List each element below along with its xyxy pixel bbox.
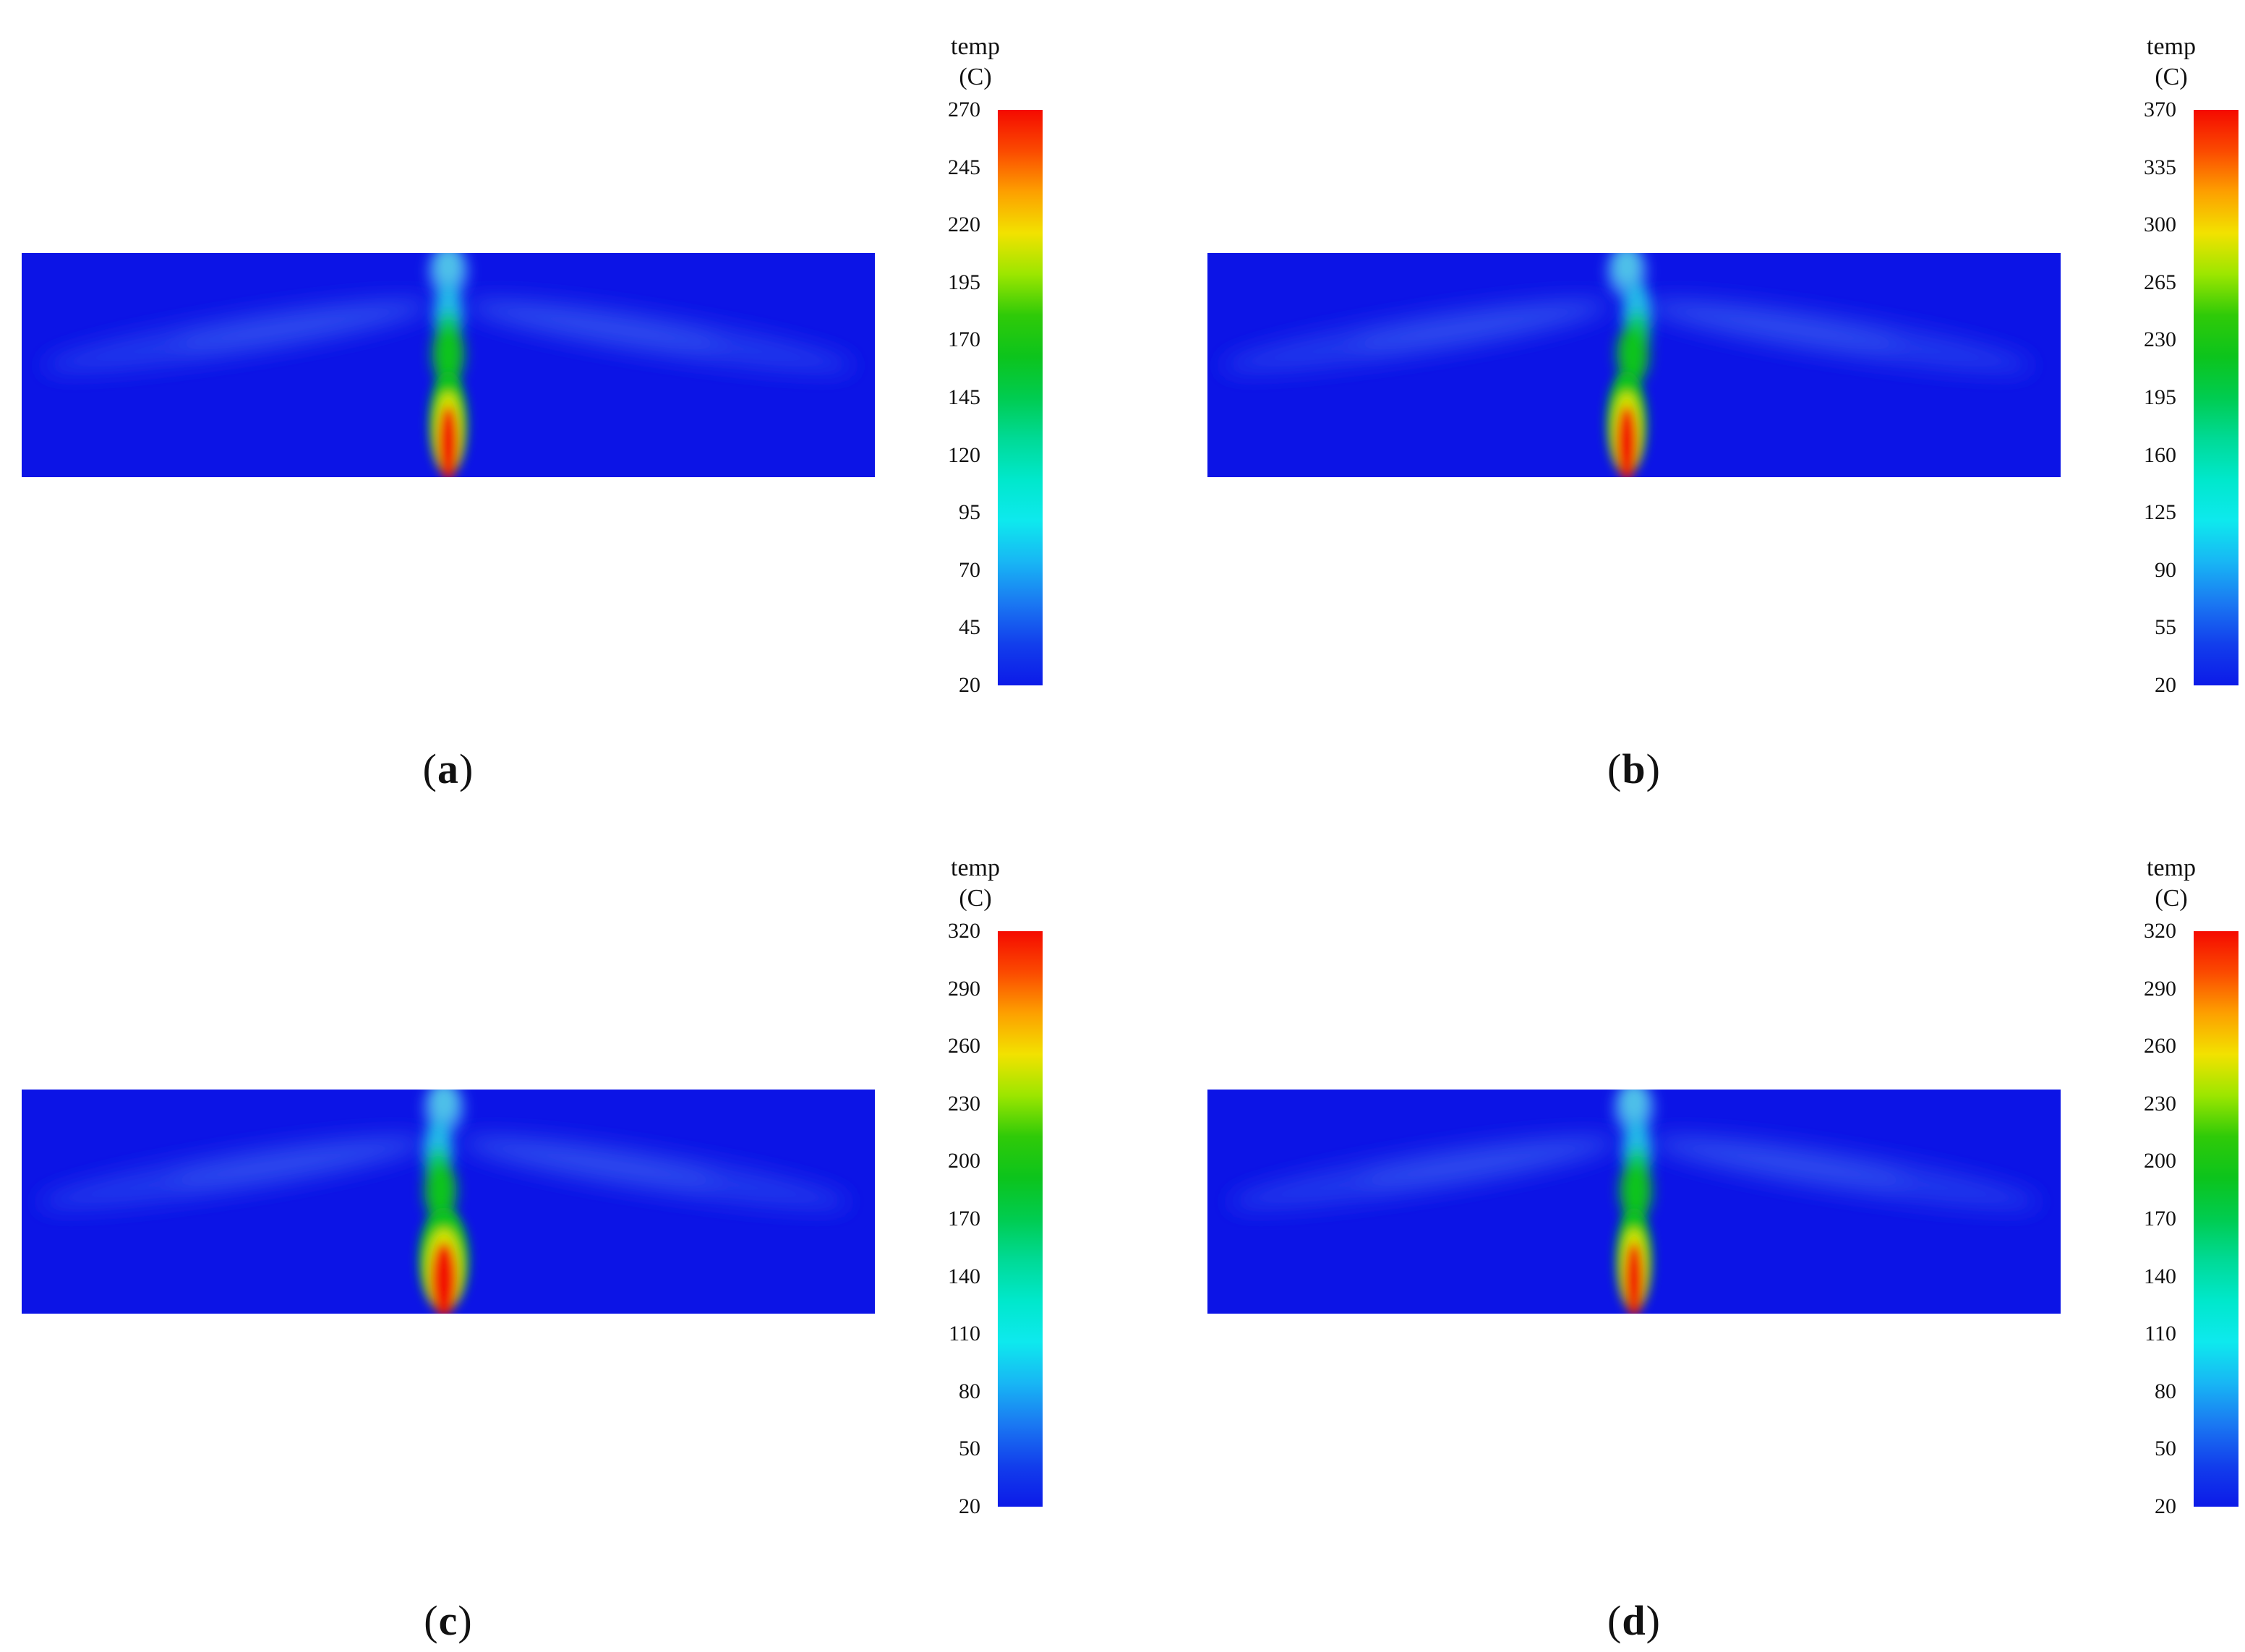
colorbar-tick: 200 bbox=[2144, 1149, 2176, 1173]
paren-close: ) bbox=[1646, 1597, 1661, 1644]
colorbar-tick: 55 bbox=[2155, 615, 2176, 640]
colorbar-tick: 245 bbox=[948, 155, 980, 179]
colorbar-tick: 290 bbox=[948, 976, 980, 1001]
panel-label-a: (a) bbox=[22, 745, 875, 793]
colorbar-tick: 20 bbox=[2155, 1494, 2176, 1518]
colorbar-tick: 300 bbox=[2144, 213, 2176, 237]
panel-b: temp (C) 370 335 300 265 230 195 160 125 90 55 20 … bbox=[1122, 0, 2245, 826]
heatmap-c bbox=[22, 1090, 875, 1314]
colorbar-tick: 160 bbox=[2144, 442, 2176, 467]
colorbar-gradient bbox=[998, 931, 1043, 1507]
colorbar-tick: 270 bbox=[948, 98, 980, 121]
colorbar-gradient bbox=[998, 110, 1043, 685]
colorbar-tick: 20 bbox=[959, 1494, 980, 1518]
colorbar-title-d: temp (C) bbox=[2095, 853, 2245, 914]
colorbar-a: temp (C) 270 245 220 195 170 145 120 95 70 45 20 bbox=[899, 32, 1051, 697]
panel-label-d: (d) bbox=[1207, 1596, 2061, 1645]
colorbar-tick: 80 bbox=[2155, 1379, 2176, 1403]
paren-open: ( bbox=[1607, 745, 1622, 792]
colorbar-tick: 45 bbox=[959, 615, 980, 640]
colorbar-units-text: (C) bbox=[2155, 885, 2188, 912]
colorbar-tick: 170 bbox=[948, 328, 980, 352]
colorbar-tick: 95 bbox=[959, 500, 980, 525]
colorbar-tick: 125 bbox=[2144, 500, 2176, 525]
colorbar-tick: 140 bbox=[948, 1264, 980, 1288]
colorbar-title-text: temp bbox=[2147, 855, 2196, 881]
colorbar-tick: 370 bbox=[2144, 98, 2176, 121]
colorbar-tick: 120 bbox=[948, 442, 980, 467]
panel-label-b: (b) bbox=[1207, 745, 2061, 793]
colorbar-b: temp (C) 370 335 300 265 230 195 160 125 90 55 20 bbox=[2095, 32, 2245, 697]
colorbar-gradient bbox=[2194, 110, 2238, 685]
panel-letter: d bbox=[1622, 1597, 1646, 1644]
heatmap-a bbox=[22, 253, 875, 477]
heatmap-d bbox=[1207, 1090, 2061, 1314]
panel-label-c: (c) bbox=[22, 1596, 875, 1645]
colorbar-tick: 195 bbox=[948, 270, 980, 294]
colorbar-tick: 50 bbox=[2155, 1437, 2176, 1461]
colorbar-body-a: 270 245 220 195 170 145 120 95 70 45 20 bbox=[899, 98, 1051, 697]
colorbar-tick: 220 bbox=[948, 213, 980, 237]
colorbar-tick: 170 bbox=[2144, 1207, 2176, 1231]
colorbar-d: temp (C) 320 290 260 230 200 170 140 110 80 50 20 bbox=[2095, 853, 2245, 1518]
colorbar-tick: 110 bbox=[2144, 1322, 2176, 1346]
panel-letter: a bbox=[437, 745, 459, 792]
colorbar-tick: 230 bbox=[2144, 328, 2176, 352]
colorbar-tick: 50 bbox=[959, 1437, 980, 1461]
panel-letter: c bbox=[438, 1597, 458, 1644]
colorbar-tick-list: 320 290 260 230 200 170 140 110 80 50 20 bbox=[2095, 919, 2186, 1518]
colorbar-tick: 110 bbox=[949, 1322, 980, 1346]
paren-close: ) bbox=[1646, 745, 1661, 792]
colorbar-body-c: 320 290 260 230 200 170 140 110 80 50 20 bbox=[899, 919, 1051, 1518]
colorbar-tick: 260 bbox=[2144, 1034, 2176, 1058]
colorbar-c: temp (C) 320 290 260 230 200 170 140 110 80 50 20 bbox=[899, 853, 1051, 1518]
colorbar-tick: 170 bbox=[948, 1207, 980, 1231]
paren-open: ( bbox=[1607, 1597, 1622, 1644]
panel-c: temp (C) 320 290 260 230 200 170 140 110 80 50 20 … bbox=[0, 826, 1122, 1652]
colorbar-tick-list: 270 245 220 195 170 145 120 95 70 45 20 bbox=[899, 98, 991, 697]
colorbar-title-text: temp bbox=[2147, 33, 2196, 60]
colorbar-gradient bbox=[2194, 931, 2238, 1507]
paren-open: ( bbox=[422, 745, 437, 792]
colorbar-tick: 230 bbox=[2144, 1091, 2176, 1116]
paren-open: ( bbox=[424, 1597, 439, 1644]
colorbar-title-c: temp (C) bbox=[899, 853, 1051, 914]
colorbar-body-d: 320 290 260 230 200 170 140 110 80 50 20 bbox=[2095, 919, 2245, 1518]
colorbar-tick: 20 bbox=[2155, 673, 2176, 697]
colorbar-tick: 70 bbox=[959, 557, 980, 582]
heatmap-b bbox=[1207, 253, 2061, 477]
colorbar-tick: 335 bbox=[2144, 155, 2176, 179]
colorbar-title-a: temp (C) bbox=[899, 32, 1051, 93]
colorbar-title-b: temp (C) bbox=[2095, 32, 2245, 93]
colorbar-tick-list: 370 335 300 265 230 195 160 125 90 55 20 bbox=[2095, 98, 2186, 697]
colorbar-units-text: (C) bbox=[2155, 64, 2188, 90]
colorbar-body-b: 370 335 300 265 230 195 160 125 90 55 20 bbox=[2095, 98, 2245, 697]
colorbar-tick: 265 bbox=[2144, 270, 2176, 294]
colorbar-units-text: (C) bbox=[959, 885, 992, 912]
colorbar-tick: 320 bbox=[948, 919, 980, 943]
colorbar-tick: 140 bbox=[2144, 1264, 2176, 1288]
colorbar-tick: 320 bbox=[2144, 919, 2176, 943]
colorbar-title-text: temp bbox=[951, 33, 1000, 60]
colorbar-tick: 200 bbox=[948, 1149, 980, 1173]
colorbar-tick: 20 bbox=[959, 673, 980, 697]
colorbar-tick: 90 bbox=[2155, 557, 2176, 582]
colorbar-tick: 290 bbox=[2144, 976, 2176, 1001]
paren-close: ) bbox=[458, 1597, 473, 1644]
panel-letter: b bbox=[1622, 745, 1646, 792]
colorbar-tick: 195 bbox=[2144, 385, 2176, 409]
colorbar-title-text: temp bbox=[951, 855, 1000, 881]
colorbar-tick: 230 bbox=[948, 1091, 980, 1116]
colorbar-units-text: (C) bbox=[959, 64, 992, 90]
panel-d: temp (C) 320 290 260 230 200 170 140 110 80 50 20 … bbox=[1122, 826, 2245, 1652]
colorbar-tick: 80 bbox=[959, 1379, 980, 1403]
paren-close: ) bbox=[459, 745, 474, 792]
colorbar-tick: 260 bbox=[948, 1034, 980, 1058]
colorbar-tick: 145 bbox=[948, 385, 980, 409]
colorbar-tick-list: 320 290 260 230 200 170 140 110 80 50 20 bbox=[899, 919, 991, 1518]
panel-a: temp (C) 270 245 220 195 170 145 120 95 70 45 20 (… bbox=[0, 0, 1122, 826]
